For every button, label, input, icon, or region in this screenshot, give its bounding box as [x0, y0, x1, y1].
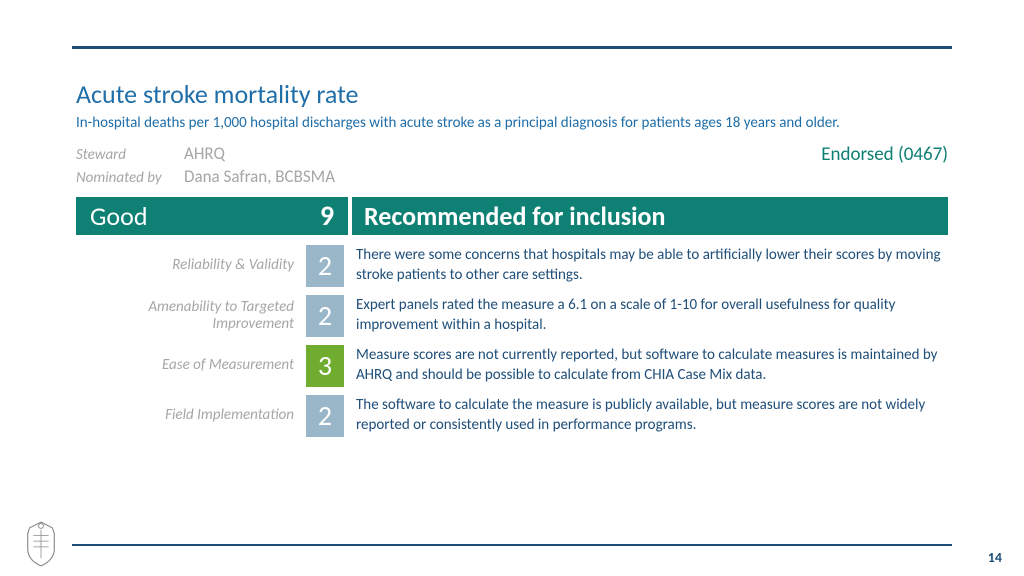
- criteria-label: Reliability & Validity: [76, 257, 306, 274]
- rating-label: Good: [76, 197, 306, 235]
- page-title: Acute stroke mortality rate: [76, 78, 948, 110]
- criteria-score: 2: [306, 295, 344, 337]
- criteria-label: Field Implementation: [76, 407, 306, 424]
- criteria-score: 2: [306, 395, 344, 437]
- total-score: 9: [306, 197, 348, 235]
- criteria-list: Reliability & Validity2There were some c…: [76, 245, 948, 437]
- criteria-score: 2: [306, 245, 344, 287]
- criteria-row: Field Implementation2 The software to cal…: [76, 395, 948, 437]
- rating-header-bar: Good 9 Recommended for inclusion: [76, 197, 948, 235]
- page-subtitle: In-hospital deaths per 1,000 hospital di…: [76, 114, 936, 133]
- crest-icon: [22, 520, 60, 568]
- steward-label: Steward: [76, 146, 184, 164]
- nominated-row: Nominated by Dana Safran, BCBSMA: [76, 166, 948, 187]
- criteria-text: Measure scores are not currently reporte…: [356, 346, 948, 385]
- meta-block: Steward AHRQ Nominated by Dana Safran, B…: [76, 143, 948, 187]
- criteria-text: The software to calculate the measure is…: [356, 396, 948, 435]
- steward-row: Steward AHRQ: [76, 143, 948, 164]
- recommendation-label: Recommended for inclusion: [352, 197, 948, 235]
- endorsed-badge: Endorsed (0467): [821, 143, 948, 166]
- bottom-rule: [72, 544, 952, 546]
- criteria-label: Ease of Measurement: [76, 357, 306, 374]
- criteria-row: Ease of Measurement3 Measure scores are n…: [76, 345, 948, 387]
- top-rule: [72, 46, 952, 49]
- criteria-label: Amenability to Targeted Improvement: [76, 299, 306, 334]
- criteria-text: Expert panels rated the measure a 6.1 on…: [356, 296, 948, 335]
- criteria-row: Reliability & Validity2 There were some c…: [76, 245, 948, 287]
- page-number: 14: [988, 549, 1002, 566]
- content-area: Acute stroke mortality rate In-hospital …: [76, 78, 948, 445]
- nominated-value: Dana Safran, BCBSMA: [184, 166, 335, 187]
- nominated-label: Nominated by: [76, 169, 184, 187]
- criteria-score: 3: [306, 345, 344, 387]
- criteria-row: Amenability to Targeted Improvement2 Expe…: [76, 295, 948, 337]
- steward-value: AHRQ: [184, 143, 225, 164]
- criteria-text: There were some concerns that hospitals …: [356, 246, 948, 285]
